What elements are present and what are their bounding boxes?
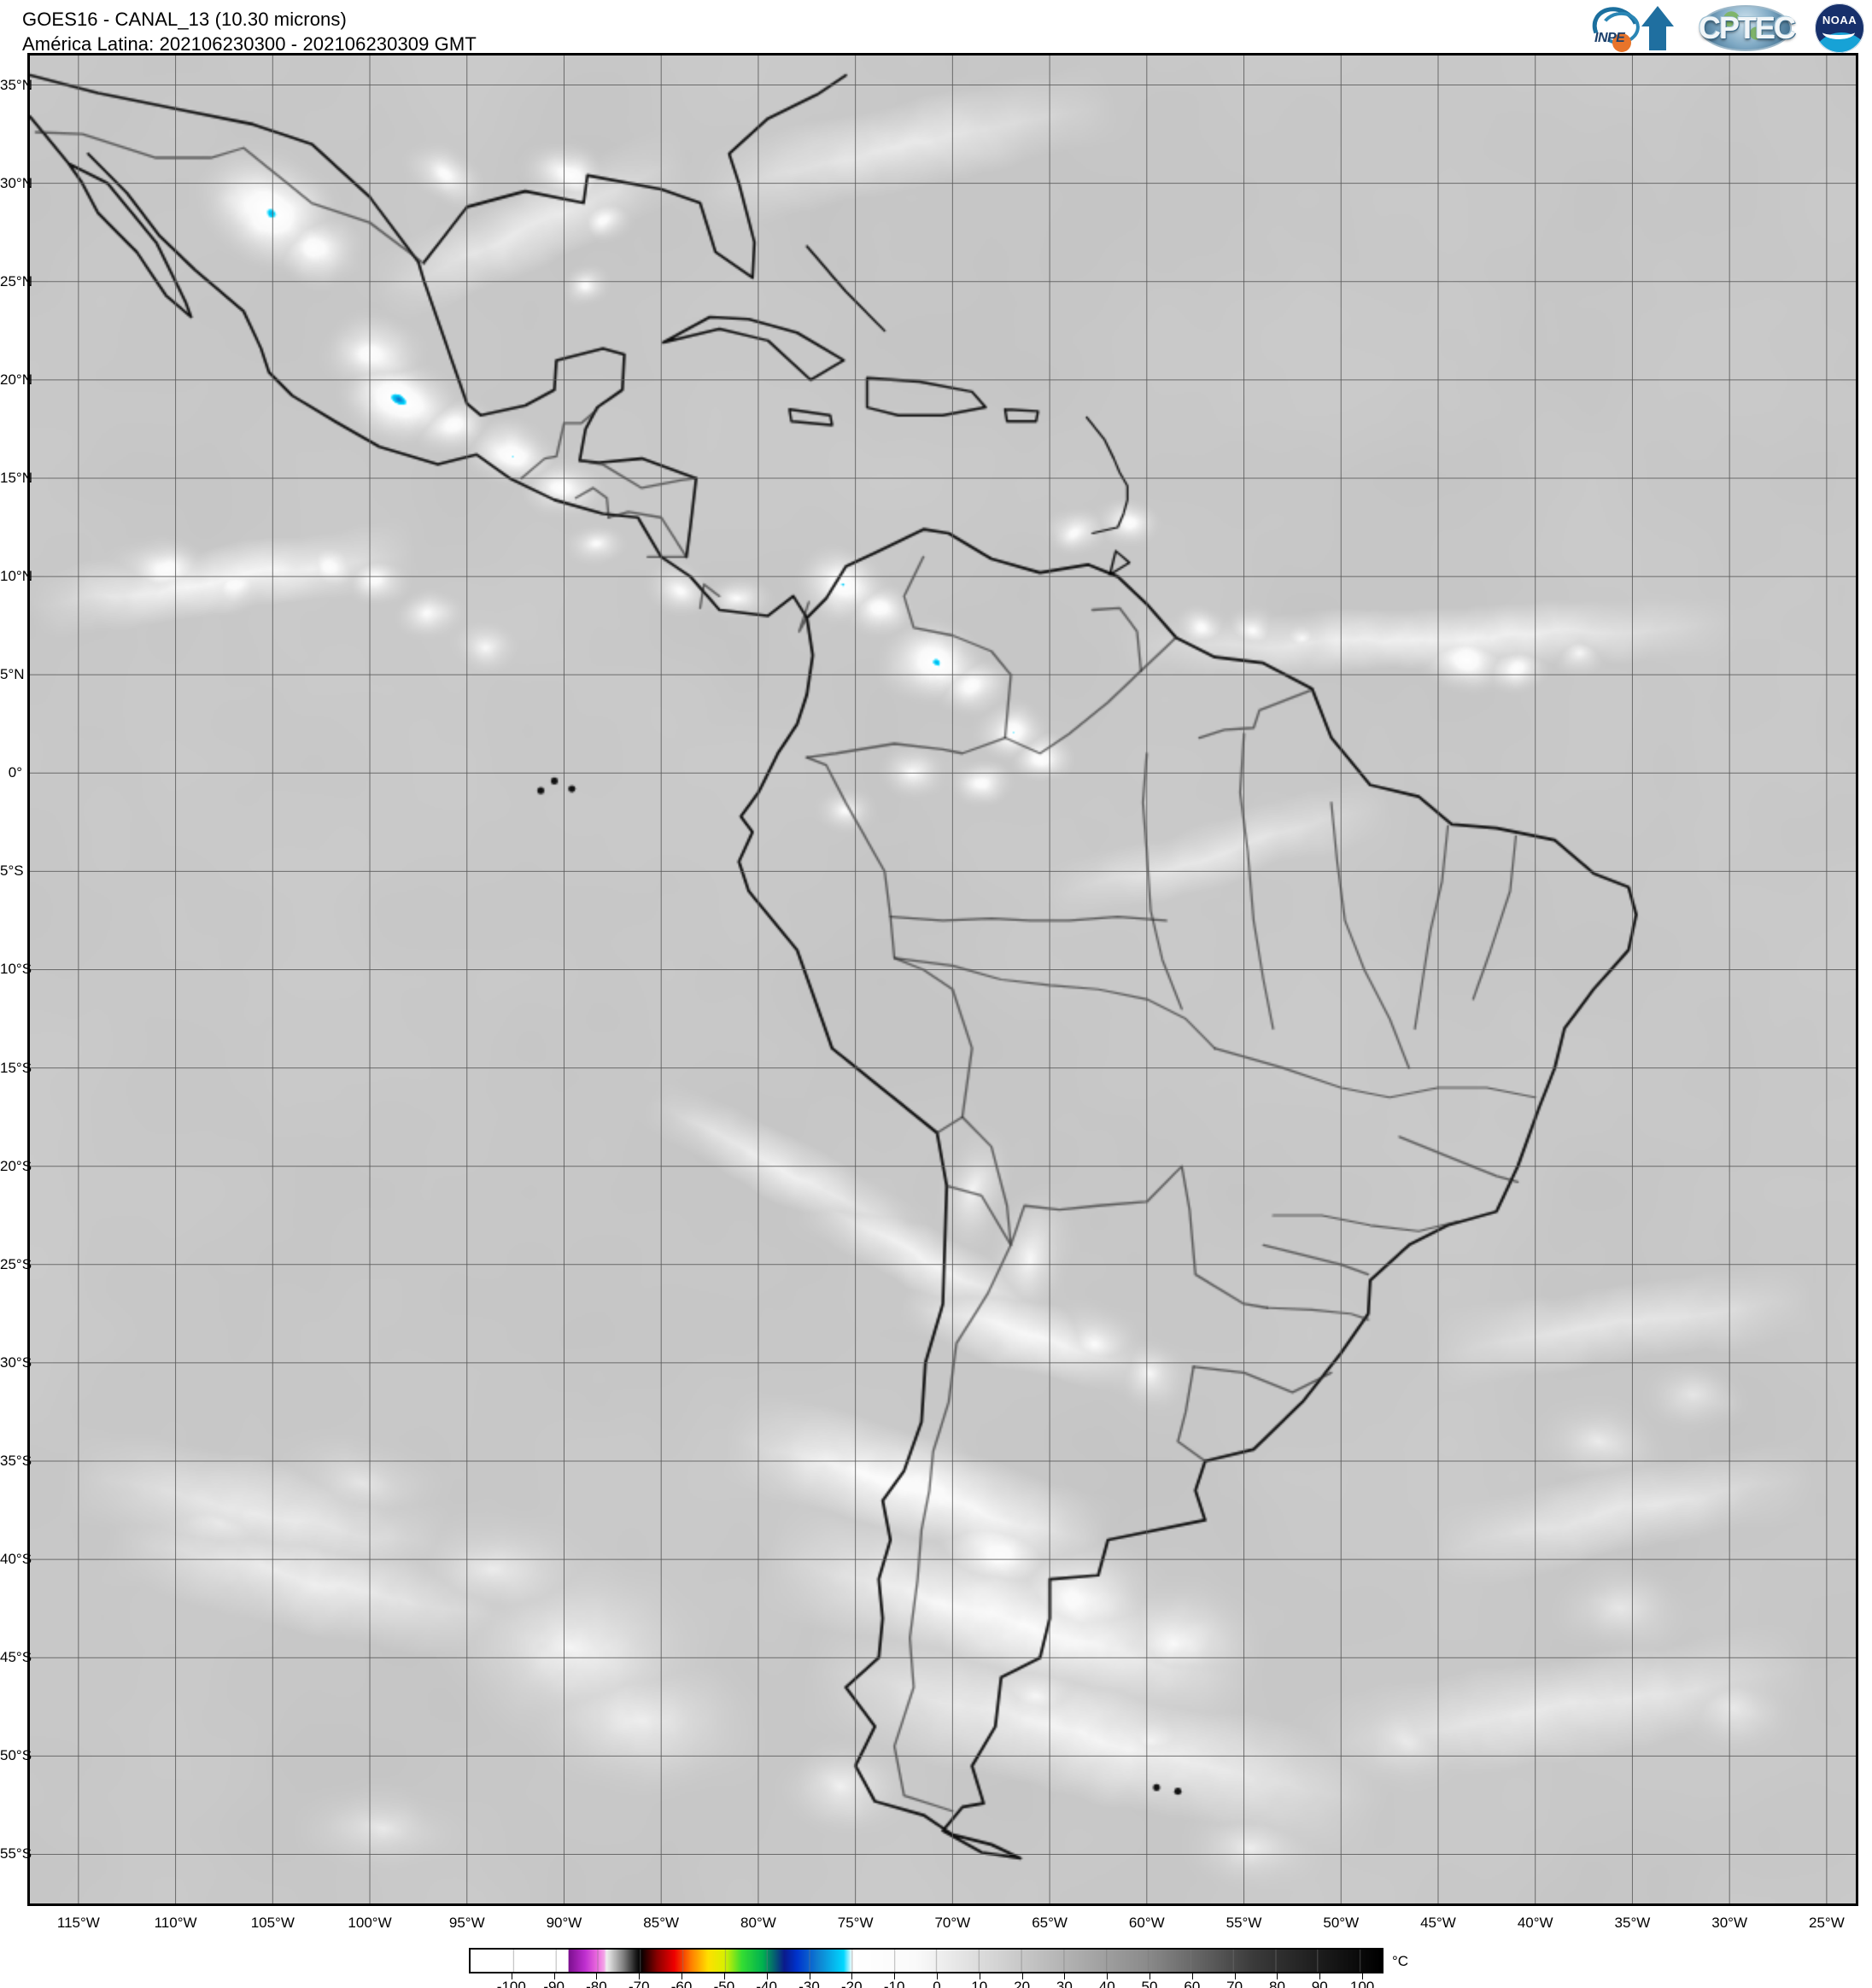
colorbar-tick xyxy=(596,1973,598,1979)
lat-tick-label: 10°N xyxy=(0,568,32,585)
lat-tick-label: 30°N xyxy=(0,174,32,191)
colorbar-tick-label: 100 xyxy=(1349,1979,1375,1988)
lon-tick-label: 40°W xyxy=(1517,1915,1553,1931)
colorbar-tick xyxy=(851,1973,853,1979)
satellite-imagery xyxy=(30,56,1856,1903)
lon-tick-label: 105°W xyxy=(250,1915,295,1931)
lon-tick-label: 115°W xyxy=(56,1915,100,1931)
lon-tick-label: 50°W xyxy=(1323,1915,1360,1931)
lon-tick-label: 45°W xyxy=(1420,1915,1456,1931)
lon-tick-label: 75°W xyxy=(837,1915,874,1931)
colorbar-tick xyxy=(723,1973,725,1979)
temperature-colorbar: -100 -90 -80 -70 -60 -50 -40 -30 -20 -10 0 10 20 30 40… xyxy=(469,1948,1384,1988)
lon-tick-label: 55°W xyxy=(1226,1915,1262,1931)
lat-tick-label: 30°S xyxy=(0,1354,32,1371)
noaa-logo: NOAA xyxy=(1814,3,1867,54)
colorbar-tick-label: -10 xyxy=(883,1979,905,1988)
colorbar-tick xyxy=(1362,1973,1364,1979)
lat-tick-label: 15°N xyxy=(0,469,32,486)
lon-tick-label: 110°W xyxy=(154,1915,197,1931)
colorbar-tick xyxy=(766,1973,768,1979)
lon-tick-label: 35°W xyxy=(1614,1915,1651,1931)
inpe-arrow-stem-icon xyxy=(1649,25,1666,50)
lon-tick-label: 60°W xyxy=(1128,1915,1165,1931)
title-line-region-time: América Latina: 202106230300 - 202106230… xyxy=(22,33,477,56)
colorbar-tick-label: -60 xyxy=(670,1979,693,1988)
colorbar-tick xyxy=(553,1973,555,1979)
lat-tick-label: 25°S xyxy=(0,1255,32,1272)
colorbar-tick-label: 60 xyxy=(1184,1979,1201,1988)
title-line-product: GOES16 - CANAL_13 (10.30 microns) xyxy=(22,9,347,30)
colorbar-tick-label: -70 xyxy=(628,1979,650,1988)
noaa-ring-icon xyxy=(1815,3,1864,53)
colorbar-tick xyxy=(1191,1973,1193,1979)
colorbar-tick xyxy=(1064,1973,1066,1979)
lat-tick-label: 5°N xyxy=(0,666,25,683)
lon-tick-label: 95°W xyxy=(448,1915,485,1931)
satellite-map[interactable] xyxy=(27,53,1858,1906)
colorbar-tick xyxy=(639,1973,641,1979)
lat-tick-label: 5°S xyxy=(0,862,24,880)
globe-icon xyxy=(1699,5,1792,51)
lat-tick-label: 10°S xyxy=(0,961,32,978)
lat-tick-label: 55°S xyxy=(0,1845,32,1862)
lat-tick-label: 35°S xyxy=(0,1453,32,1470)
colorbar-tick xyxy=(1107,1973,1109,1979)
lat-tick-label: 15°S xyxy=(0,1059,32,1076)
lat-tick-label: 0° xyxy=(8,764,22,781)
colorbar-tick xyxy=(1319,1973,1321,1979)
lon-tick-label: 70°W xyxy=(934,1915,971,1931)
colorbar-tick-label: 80 xyxy=(1268,1979,1285,1988)
colorbar-tick xyxy=(1021,1973,1023,1979)
page-title: GOES16 - CANAL_13 (10.30 microns) Améric… xyxy=(22,7,477,56)
logo-bar: INPE CPTEC NOAA xyxy=(1585,0,1867,57)
colorbar-tick-labels: -100 -90 -80 -70 -60 -50 -40 -30 -20 -10 0 10 20 30 40… xyxy=(469,1975,1384,1988)
colorbar-tick-label: 20 xyxy=(1014,1979,1031,1988)
colorbar-ticks xyxy=(469,1973,1384,1980)
colorbar-tick-label: -80 xyxy=(586,1979,607,1988)
lon-tick-label: 85°W xyxy=(643,1915,680,1931)
lon-tick-label: 80°W xyxy=(740,1915,776,1931)
colorbar-tick-label: 70 xyxy=(1226,1979,1243,1988)
lat-tick-label: 45°S xyxy=(0,1649,32,1666)
colorbar-tick-label: 40 xyxy=(1098,1979,1115,1988)
colorbar-tick-label: -20 xyxy=(841,1979,863,1988)
colorbar-unit-label: °C xyxy=(1392,1953,1409,1969)
colorbar-tick-label: 90 xyxy=(1311,1979,1328,1988)
colorbar-tick-label: -100 xyxy=(496,1979,526,1988)
lat-tick-label: 20°S xyxy=(0,1157,32,1174)
lon-tick-label: 30°W xyxy=(1711,1915,1748,1931)
lat-tick-label: 25°N xyxy=(0,272,32,289)
colorbar-tick-label: 50 xyxy=(1141,1979,1158,1988)
lon-tick-label: 100°W xyxy=(348,1915,392,1931)
lat-tick-label: 35°N xyxy=(0,76,32,93)
colorbar-tick-label: -30 xyxy=(799,1979,820,1988)
colorbar-tick xyxy=(1234,1973,1236,1979)
colorbar-tick-label: 30 xyxy=(1056,1979,1073,1988)
colorbar-tick-label: -50 xyxy=(713,1979,735,1988)
lon-tick-label: 90°W xyxy=(546,1915,582,1931)
colorbar-gradient xyxy=(469,1948,1384,1973)
lat-tick-label: 40°S xyxy=(0,1551,32,1568)
inpe-logo-text: INPE xyxy=(1594,31,1625,45)
colorbar-tick xyxy=(894,1973,896,1979)
colorbar-tick-label: 10 xyxy=(971,1979,988,1988)
inpe-sun-icon xyxy=(1612,33,1631,52)
lat-tick-label: 50°S xyxy=(0,1747,32,1764)
cptec-logo: CPTEC xyxy=(1688,3,1805,54)
colorbar-tick-label: -90 xyxy=(543,1979,565,1988)
lat-tick-label: 20°N xyxy=(0,371,32,388)
colorbar-tick-label: -40 xyxy=(756,1979,777,1988)
cptec-logo-text: CPTEC xyxy=(1698,10,1796,45)
lon-tick-label: 25°W xyxy=(1808,1915,1845,1931)
colorbar-tick xyxy=(936,1973,938,1979)
colorbar-tick xyxy=(1277,1973,1278,1979)
lon-tick-label: 65°W xyxy=(1032,1915,1068,1931)
inpe-arrow-icon xyxy=(1641,6,1674,26)
colorbar-tick-label: 0 xyxy=(933,1979,941,1988)
inpe-logo: INPE xyxy=(1585,0,1679,57)
